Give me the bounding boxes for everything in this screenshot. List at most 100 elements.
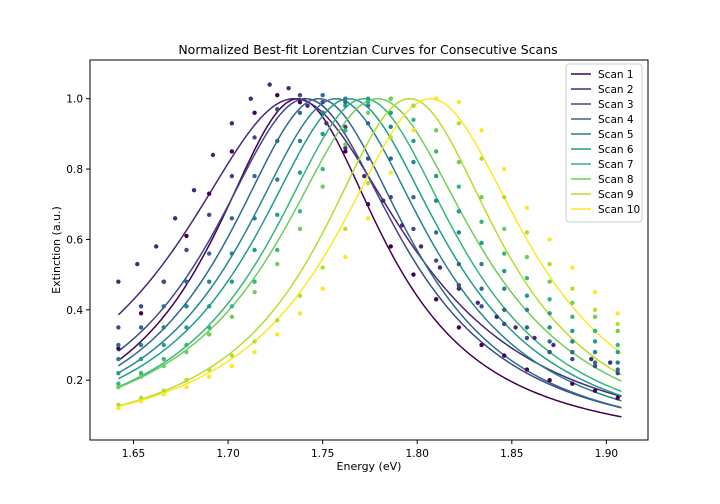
data-point [210,152,216,158]
data-point [388,96,393,101]
x-tick-label: 1.80 [406,448,429,460]
data-point [524,307,530,313]
data-point [365,202,371,207]
data-point [252,339,257,344]
data-point [297,311,303,316]
data-point [456,261,462,267]
data-point [161,279,166,284]
legend-label: Scan 10 [598,204,640,216]
data-point [184,325,189,330]
data-point [297,100,303,105]
data-point [479,195,484,200]
data-point [388,124,393,130]
data-point [479,342,484,348]
x-tick-label: 1.85 [500,448,523,460]
data-point [116,406,121,411]
data-point [365,96,371,101]
data-point [184,247,189,253]
series-line-scan-9 [118,97,622,407]
data-point [161,304,166,309]
data-point [615,370,620,376]
data-point [592,328,598,334]
legend-label: Scan 8 [598,174,634,186]
data-point [229,314,235,320]
data-point [275,332,280,337]
data-point [184,342,189,348]
data-point [615,328,620,334]
data-point [433,230,439,235]
data-point [320,265,325,270]
data-point [320,110,325,115]
data-point [138,356,144,362]
series-line-scan-6 [118,97,622,397]
data-point [135,261,140,267]
data-point [524,205,530,210]
data-point [138,325,144,330]
data-point [275,261,280,267]
data-point [570,314,575,320]
data-point [343,226,348,232]
legend-label: Scan 6 [598,144,634,156]
legend-label: Scan 9 [598,189,634,201]
data-point [615,311,620,316]
data-point [570,381,575,386]
data-point [547,339,552,344]
data-point [513,325,518,330]
y-tick-label: 0.8 [66,164,83,176]
data-point [116,381,121,386]
data-point [297,170,303,175]
data-point [229,363,235,369]
data-point [388,244,393,249]
data-point [305,103,310,108]
data-point [252,173,257,179]
x-tick-label: 1.65 [122,448,145,460]
data-point [275,92,280,98]
data-point [479,286,484,291]
data-point [252,349,257,355]
data-point [479,261,484,267]
y-axis: 0.2 0.4 0.6 0.8 1.0 [66,94,90,387]
data-point [275,318,280,323]
data-point [592,360,598,365]
data-point [161,356,166,362]
data-point [184,279,189,284]
series-line-scan-3 [117,97,622,409]
data-point [547,297,552,302]
data-point [456,230,462,235]
legend-label: Scan 5 [598,129,634,141]
legend-label: Scan 2 [598,84,634,96]
data-point [286,85,291,91]
data-point [388,110,393,115]
data-point [547,279,552,284]
data-point [502,195,507,200]
data-point [388,135,393,140]
data-point [206,191,212,196]
data-point [320,100,325,105]
data-point [418,244,424,249]
data-point [502,251,507,256]
data-point [138,342,144,348]
data-point [615,395,620,400]
data-point [320,131,325,137]
data-point [547,311,552,316]
data-point [343,103,348,108]
data-point [161,325,166,330]
data-point [456,184,462,189]
data-point [138,370,144,376]
data-point [138,304,144,309]
data-point [206,279,212,284]
data-point [607,360,613,365]
data-point [433,258,439,263]
data-point [365,100,371,105]
data-point [411,103,416,108]
data-point [388,170,393,175]
data-point [229,251,235,256]
data-point [615,360,620,365]
data-point [206,304,212,309]
data-point [592,290,598,295]
data-point [388,195,393,200]
data-point [570,286,575,291]
data-point [547,325,552,330]
data-point [184,377,189,383]
plot-frame [89,59,649,441]
